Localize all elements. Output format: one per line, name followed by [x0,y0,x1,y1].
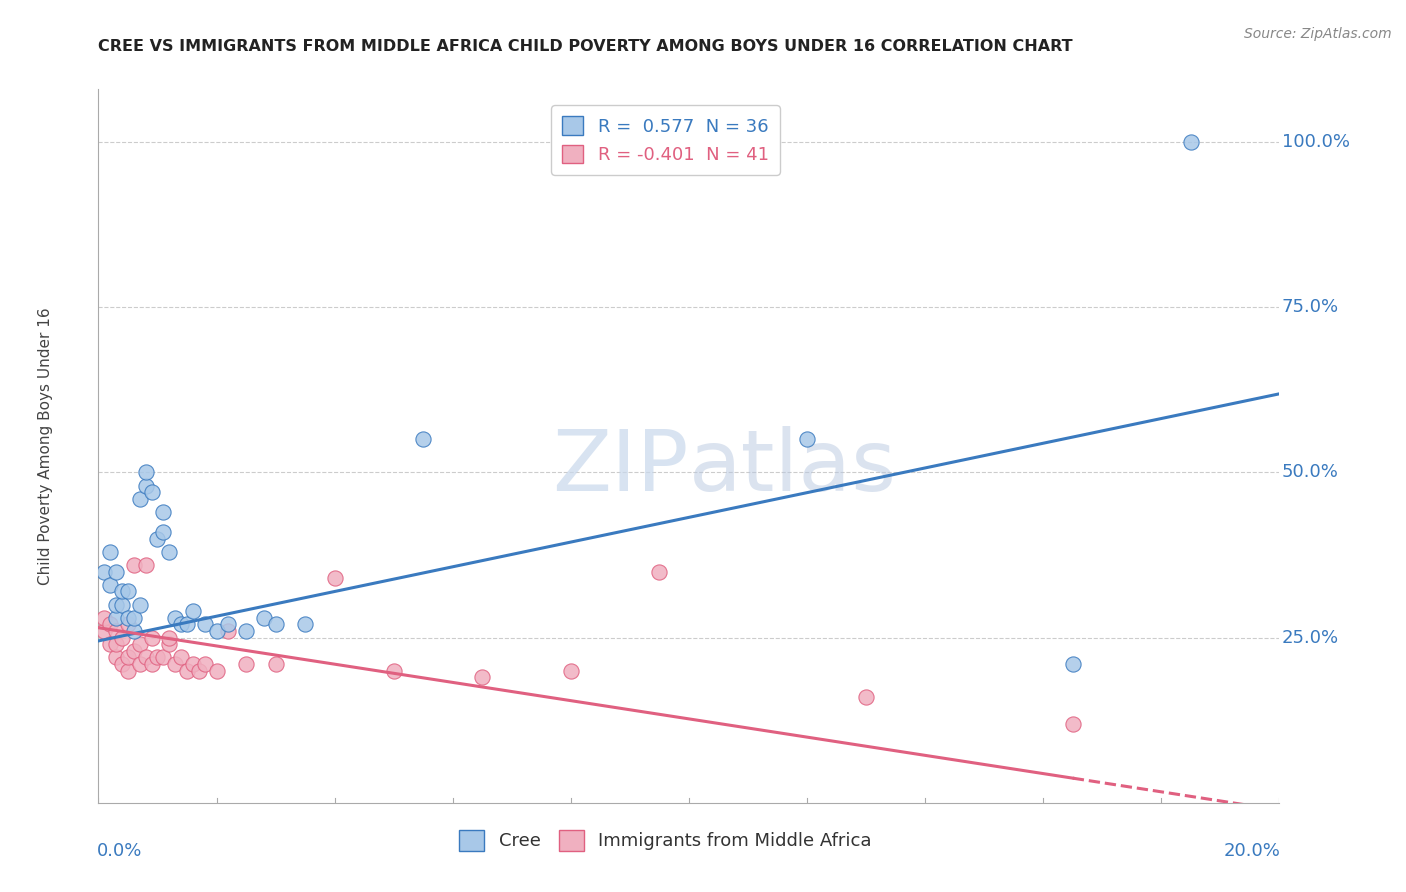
Point [117,664,139,678]
Point [98,578,121,592]
Point [181,657,204,671]
Point [187,664,209,678]
Point [205,664,228,678]
Point [253,611,276,625]
Point [111,631,134,645]
Point [122,644,145,658]
Point [323,571,346,585]
Point [135,650,157,665]
Point [796,433,818,447]
Point [264,657,287,671]
Point [141,657,163,671]
Point [141,631,163,645]
Point [855,690,877,704]
Point [135,478,157,492]
Point [98,637,121,651]
Text: Child Poverty Among Boys Under 16: Child Poverty Among Boys Under 16 [38,307,53,585]
Text: atlas: atlas [689,425,897,509]
Point [170,650,193,665]
Point [128,491,150,506]
Point [382,664,405,678]
Point [181,604,204,618]
Point [176,617,198,632]
Point [117,650,139,665]
Text: 100.0%: 100.0% [1282,133,1350,151]
Point [205,624,228,638]
Point [105,650,128,665]
Point [105,611,128,625]
Point [176,664,198,678]
Point [128,657,150,671]
Text: CREE VS IMMIGRANTS FROM MIDDLE AFRICA CHILD POVERTY AMONG BOYS UNDER 16 CORRELAT: CREE VS IMMIGRANTS FROM MIDDLE AFRICA CH… [98,38,1073,54]
Point [135,466,157,480]
Point [93,611,115,625]
Point [152,524,174,539]
Point [235,624,257,638]
Point [412,433,434,447]
Point [122,558,145,572]
Point [122,611,145,625]
Point [165,611,187,625]
Point [170,617,193,632]
Point [105,565,128,579]
Point [1180,135,1202,149]
Text: 75.0%: 75.0% [1282,298,1339,317]
Text: 25.0%: 25.0% [1282,629,1339,647]
Point [264,617,287,632]
Text: ZIP: ZIP [553,425,689,509]
Point [111,584,134,599]
Text: 0.0%: 0.0% [97,842,142,860]
Point [93,565,115,579]
Point [294,617,316,632]
Point [157,637,180,651]
Point [105,624,128,638]
Point [93,624,115,638]
Point [194,657,217,671]
Point [117,584,139,599]
Point [471,670,494,684]
Point [1062,657,1084,671]
Point [98,545,121,559]
Point [1062,716,1084,731]
Point [135,558,157,572]
Point [111,598,134,612]
Point [98,617,121,632]
Point [560,664,582,678]
Point [648,565,671,579]
Legend: Cree, Immigrants from Middle Africa: Cree, Immigrants from Middle Africa [451,822,879,858]
Point [152,505,174,519]
Point [146,532,169,546]
Point [105,637,128,651]
Point [152,650,174,665]
Point [141,485,163,500]
Point [122,624,145,638]
Point [165,657,187,671]
Point [117,617,139,632]
Point [146,650,169,665]
Text: Source: ZipAtlas.com: Source: ZipAtlas.com [1244,27,1392,41]
Point [105,598,128,612]
Point [117,611,139,625]
Point [128,598,150,612]
Point [217,617,239,632]
Point [235,657,257,671]
Text: 50.0%: 50.0% [1282,464,1339,482]
Point [157,545,180,559]
Text: 20.0%: 20.0% [1223,842,1281,860]
Point [194,617,217,632]
Point [157,631,180,645]
Point [111,657,134,671]
Point [128,637,150,651]
Point [217,624,239,638]
